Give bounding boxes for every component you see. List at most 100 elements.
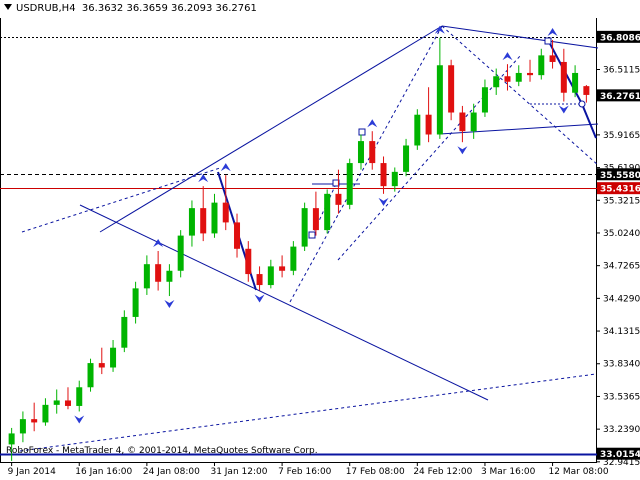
candle-body (53, 400, 60, 405)
price-tick-label: 34.7265 (603, 262, 640, 272)
node-marker (332, 179, 340, 187)
arrow-up-icon (198, 174, 209, 183)
price-badge-label: 35.4316 (600, 185, 640, 195)
price-tick-label: 32.9415 (603, 458, 640, 468)
candle-body (425, 114, 432, 135)
copyright-text: RoboForex - MetaTrader 4, © 2001-2014, M… (6, 446, 318, 456)
price-badge (597, 89, 640, 102)
price-tick-label: 33.8340 (603, 360, 640, 370)
candle-body (369, 141, 376, 164)
candle-body (267, 266, 274, 286)
trendline (79, 204, 489, 401)
trendline-dashed (21, 167, 221, 233)
candle-body (459, 112, 466, 132)
node-marker (358, 128, 366, 136)
arrow-down-icon (164, 300, 175, 309)
candle-body (391, 171, 398, 187)
candle-body (357, 141, 364, 164)
trendline (99, 25, 443, 233)
candle-body (121, 316, 128, 348)
price-tick-label: 35.9165 (603, 131, 640, 141)
candle-body (200, 208, 207, 234)
price-badge (597, 182, 640, 195)
time-tick-label: 12 Mar 08:00 (549, 467, 609, 477)
trendline (439, 123, 599, 135)
candle-body (414, 114, 421, 146)
price-badge-label: 36.2761 (600, 92, 640, 102)
candle-body (301, 208, 308, 247)
candle-body (211, 202, 218, 234)
candle-body (380, 163, 387, 187)
trendline-dashed (289, 25, 443, 303)
candle-body (256, 274, 263, 286)
candle-body (290, 246, 297, 271)
candle-body (493, 76, 500, 88)
arrow-up-icon (547, 27, 558, 36)
candle-body (42, 404, 49, 423)
price-tick-label: 33.5365 (603, 392, 640, 402)
price-badge (597, 168, 640, 181)
price-levels (0, 37, 597, 456)
candle-body (572, 72, 579, 93)
node-marker (544, 37, 552, 45)
time-tick-label: 31 Jan 12:00 (210, 467, 267, 477)
candle-body (515, 72, 522, 82)
candle-body (403, 145, 410, 172)
price-tick-label: 36.5115 (603, 65, 640, 75)
time-tick-label: 16 Jan 16:00 (75, 467, 132, 477)
time-tick-label: 17 Feb 08:00 (346, 467, 405, 477)
arrow-up-icon (220, 163, 231, 172)
price-badge (597, 30, 640, 43)
candle-body (64, 400, 71, 406)
candle-body (335, 193, 342, 205)
candle-body (98, 363, 105, 368)
candle-body (538, 55, 545, 76)
candle-body (279, 266, 286, 271)
candle-body (8, 433, 15, 445)
price-axis-labels: 36.511535.916535.619035.321535.024034.72… (596, 65, 640, 468)
price-tick-label: 33.2390 (603, 425, 640, 435)
arrow-up-icon (434, 25, 445, 34)
candle-body (448, 65, 455, 113)
price-badge-label: 36.8086 (600, 33, 640, 43)
candle-body (346, 163, 353, 205)
candle-body (504, 76, 511, 82)
arrow-down-icon (74, 415, 85, 424)
arrow-up-icon (367, 119, 378, 128)
price-tick-label: 35.0240 (603, 229, 640, 239)
trendline-dashed (441, 25, 599, 166)
arrow-down-icon (378, 197, 389, 206)
candle-body (110, 347, 117, 368)
candle-body (132, 288, 139, 317)
arrow-up-icon (502, 52, 513, 61)
candle-body (155, 264, 162, 282)
candle-body (549, 55, 556, 62)
candle-body (583, 86, 590, 95)
arrow-down-icon (254, 294, 265, 303)
trendline (441, 25, 599, 49)
candle-body (560, 61, 567, 93)
time-tick-label: 9 Jan 2014 (8, 467, 56, 477)
wave-line (581, 103, 597, 139)
price-badge-label: 35.5580 (600, 171, 640, 181)
time-tick-label: 24 Jan 08:00 (143, 467, 200, 477)
arrow-down-icon (558, 105, 569, 114)
candle-body (143, 264, 150, 289)
time-axis-labels: 9 Jan 2014 16 Jan 16:00 24 Jan 08:00 31 Jan… (8, 462, 609, 477)
candle-body (87, 363, 94, 388)
trendline-dashed (19, 373, 597, 452)
candle-body (436, 65, 443, 135)
fractal-arrows (74, 25, 569, 424)
price-tick-label: 34.1315 (603, 327, 640, 337)
arrow-up-icon (153, 238, 164, 247)
symbol-label: USDRUB,H4 (16, 3, 76, 14)
dropdown-triangle-icon (4, 4, 12, 10)
candle-body (222, 202, 229, 223)
node-marker (308, 231, 316, 239)
candle-body (527, 72, 534, 76)
candle-body (166, 270, 173, 282)
candle-body (177, 235, 184, 271)
target-marker (578, 100, 586, 108)
candle-body (234, 222, 241, 249)
